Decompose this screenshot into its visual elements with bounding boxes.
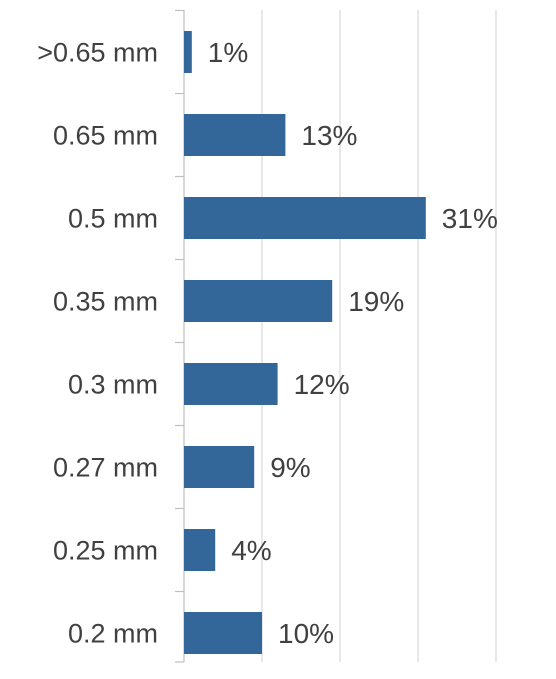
bar [184,197,426,239]
category-label: 0.25 mm [53,536,158,566]
bar [184,31,192,73]
category-label: 0.5 mm [68,204,158,234]
data-label: 1% [208,37,248,68]
bar [184,529,216,571]
gridlines [261,10,497,662]
labels: >0.65 mm 1% 0.65 mm 13% 0.5 mm 31% 0.35 mm 19% 0… [37,37,498,649]
bar [184,114,286,156]
data-label: 19% [348,286,404,317]
bar [184,363,278,405]
data-label: 31% [442,203,498,234]
category-label: 0.2 mm [68,619,158,649]
bar [184,280,333,322]
data-label: 13% [301,120,357,151]
category-label: 0.65 mm [53,121,158,151]
data-label: 12% [294,369,350,400]
category-label: 0.35 mm [53,287,158,317]
data-label: 10% [278,618,334,649]
data-label: 4% [231,535,271,566]
data-label: 9% [270,452,310,483]
bar [184,612,262,654]
bars [184,31,426,654]
category-label: 0.27 mm [53,453,158,483]
bar [184,446,255,488]
category-label: >0.65 mm [37,38,158,68]
category-label: 0.3 mm [68,370,158,400]
category-axis [175,9,185,663]
